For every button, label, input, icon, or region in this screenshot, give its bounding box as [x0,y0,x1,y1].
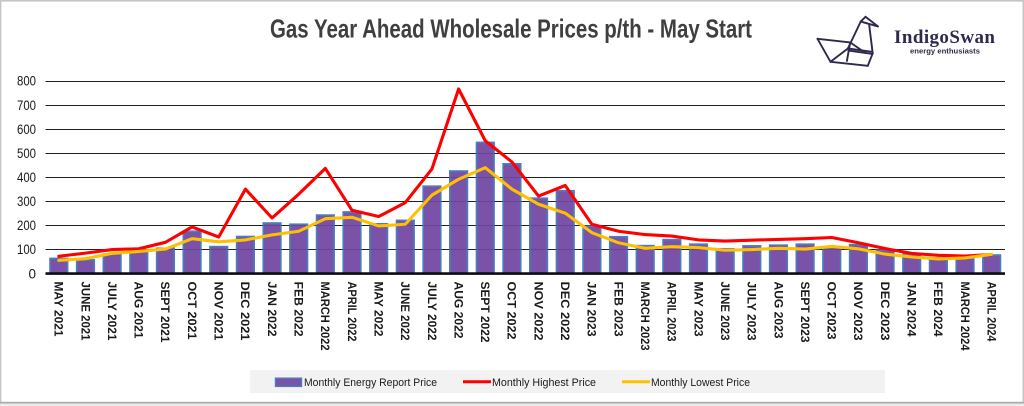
svg-text:DEC 2022: DEC 2022 [558,282,570,341]
svg-text:JAN 2022: JAN 2022 [265,282,277,337]
svg-text:AUG 2023: AUG 2023 [771,282,783,339]
svg-text:JULY 2023: JULY 2023 [745,282,757,341]
svg-text:SEPT 2022: SEPT 2022 [478,282,490,343]
svg-text:JAN 2023: JAN 2023 [585,282,597,337]
svg-text:SEPT 2023: SEPT 2023 [798,282,810,343]
svg-text:400: 400 [17,170,36,185]
svg-text:700: 700 [17,98,36,113]
svg-text:0: 0 [28,266,36,281]
svg-text:APRIL 2023: APRIL 2023 [665,282,677,342]
svg-text:JUNE 2021: JUNE 2021 [78,282,90,342]
svg-text:FEB 2022: FEB 2022 [292,282,304,337]
svg-text:Monthly Lowest Price: Monthly Lowest Price [651,377,750,389]
svg-text:IndigoSwan: IndigoSwan [894,27,995,48]
svg-text:JAN 2024: JAN 2024 [905,282,917,338]
svg-text:500: 500 [17,146,36,161]
svg-text:AUG 2022: AUG 2022 [451,282,463,339]
svg-text:JULY 2022: JULY 2022 [425,282,437,341]
svg-text:100: 100 [17,242,36,257]
svg-text:NOV 2022: NOV 2022 [531,282,543,341]
svg-text:MAY 2023: MAY 2023 [691,282,703,337]
svg-text:MAY 2022: MAY 2022 [372,282,384,337]
svg-text:MARCH 2024: MARCH 2024 [958,282,970,352]
svg-text:FEB 2023: FEB 2023 [611,282,623,337]
svg-text:OCT 2022: OCT 2022 [505,282,517,340]
svg-text:MARCH 2022: MARCH 2022 [318,282,330,351]
svg-text:SEPT 2021: SEPT 2021 [158,282,170,344]
svg-text:Gas Year Ahead Wholesale Price: Gas Year Ahead Wholesale Prices p/th - M… [270,14,752,44]
svg-text:800: 800 [17,74,36,89]
svg-text:APRIL 2024: APRIL 2024 [985,282,997,343]
svg-text:energy enthusiasts: energy enthusiasts [910,47,980,56]
svg-text:JUNE 2023: JUNE 2023 [718,282,730,341]
svg-text:600: 600 [17,122,36,137]
svg-text:OCT 2023: OCT 2023 [825,282,837,340]
svg-text:NOV 2023: NOV 2023 [851,282,863,341]
svg-text:JULY 2021: JULY 2021 [105,282,117,342]
svg-text:MARCH 2023: MARCH 2023 [638,282,650,351]
svg-text:AUG 2021: AUG 2021 [132,282,144,340]
svg-text:MAY 2021: MAY 2021 [52,282,64,338]
svg-text:OCT 2021: OCT 2021 [185,282,197,341]
svg-text:Monthly Highest Price: Monthly Highest Price [492,377,596,389]
svg-text:Monthly Energy Report Price: Monthly Energy Report Price [304,377,437,389]
svg-text:JUNE 2022: JUNE 2022 [398,282,410,341]
svg-text:200: 200 [17,218,36,233]
svg-text:300: 300 [17,194,36,209]
svg-text:APRIL 2022: APRIL 2022 [345,282,357,342]
svg-text:FEB 2024: FEB 2024 [931,282,943,338]
svg-text:DEC 2023: DEC 2023 [878,282,890,341]
svg-text:DEC 2021: DEC 2021 [238,282,250,342]
svg-text:NOV 2021: NOV 2021 [212,282,224,342]
